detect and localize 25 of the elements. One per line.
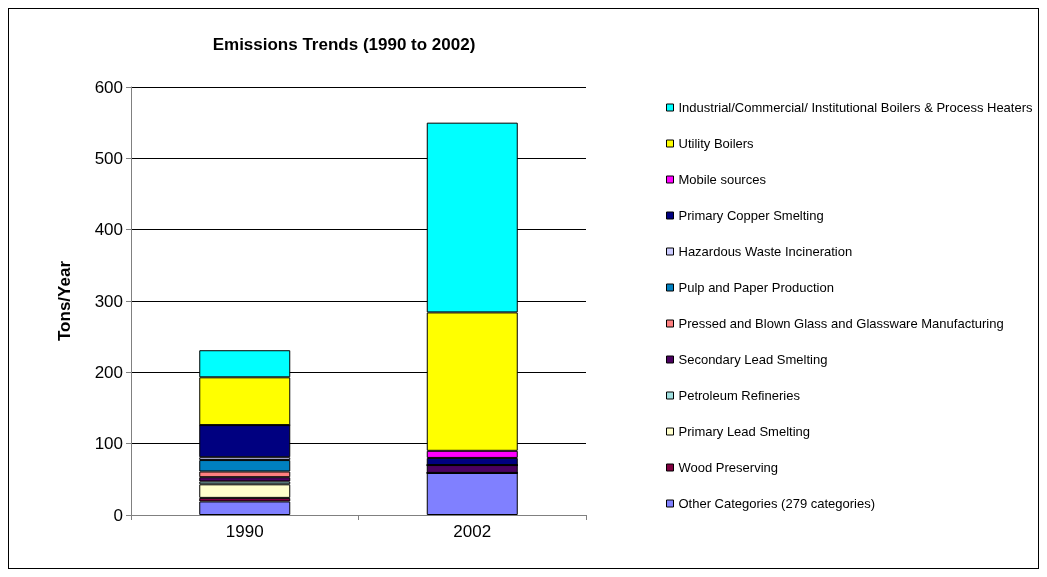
y-tick-label: 200 (94, 362, 123, 382)
legend-label: Other Categories (279 categories) (678, 496, 876, 511)
bar (199, 501, 291, 515)
legend-label: Wood Preserving (678, 460, 778, 475)
y-tick-label: 500 (94, 148, 123, 168)
legend-label: Primary Lead Smelting (678, 424, 810, 439)
legend-label: Hazardous Waste Incineration (678, 244, 853, 259)
chart-title: Emissions Trends (1990 to 2002) (212, 35, 476, 54)
legend-label: Primary Copper Smelting (678, 208, 824, 223)
legend-label: Mobile sources (678, 172, 767, 187)
y-tick-label: 400 (94, 220, 123, 240)
legend-label: Industrial/Commercial/ Institutional Boilers & Process Heaters (678, 100, 1034, 115)
y-tick-label: 100 (94, 434, 123, 454)
legend-label: Petroleum Refineries (678, 388, 801, 403)
x-tick-label: 1990 (225, 522, 264, 541)
legend-label: Utility Boilers (678, 136, 755, 151)
y-tick-label: 600 (94, 77, 123, 97)
bar (199, 484, 291, 498)
legend-label: Pressed and Blown Glass and Glassware Manufacturing (678, 316, 1004, 331)
legend-label: Pulp and Paper Production (678, 280, 834, 295)
y-axis-title: Tons/Year (55, 260, 74, 341)
y-tick-label: 0 (113, 505, 123, 525)
y-tick-label: 300 (94, 291, 123, 311)
legend-label: Secondary Lead Smelting (678, 352, 828, 367)
x-tick-label: 2002 (453, 522, 492, 541)
